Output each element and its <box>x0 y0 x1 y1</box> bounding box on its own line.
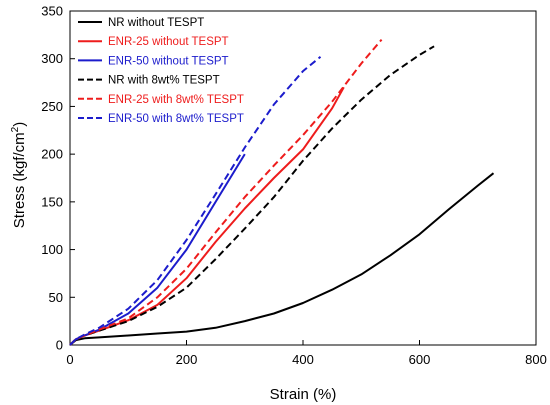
y-tick-label: 0 <box>56 338 63 353</box>
y-tick-label: 50 <box>49 290 63 305</box>
legend-label: NR with 8wt% TESPT <box>108 75 220 87</box>
series-line-enr-50-without-tespt <box>69 153 246 346</box>
y-tick-label: 350 <box>41 4 63 19</box>
legend: NR without TESPT ENR-25 without TESPT ENR-… <box>78 17 244 125</box>
y-axis-title-main: Stress (kgf/cm <box>11 132 28 228</box>
legend-label: ENR-50 with 8wt% TESPT <box>108 113 244 125</box>
y-tick-label: 250 <box>41 99 63 114</box>
legend-label: NR without TESPT <box>108 17 204 29</box>
x-axis-title: Strain (%) <box>270 386 337 403</box>
x-tick-label: 400 <box>292 352 314 367</box>
legend-label: ENR-25 with 8wt% TESPT <box>108 94 244 106</box>
series-lines <box>69 38 495 346</box>
x-tick-label: 600 <box>409 352 431 367</box>
series-line-nr-without-tespt <box>69 172 495 346</box>
y-axis-title: Stress (kgf/cm2) <box>10 122 28 228</box>
x-tick-label: 200 <box>176 352 198 367</box>
y-axis-title-superscript: 2 <box>10 126 21 132</box>
y-tick-label: 150 <box>41 194 63 209</box>
series-line-nr-with-8wtpct-tespt <box>69 45 435 346</box>
series-line-enr-25-with-8wtpct-tespt <box>69 38 383 346</box>
legend-label: ENR-50 without TESPT <box>108 55 229 67</box>
x-tick-label: 800 <box>525 352 547 367</box>
legend-label: ENR-25 without TESPT <box>108 36 229 48</box>
y-tick-label: 100 <box>41 242 63 257</box>
y-axis-title-end: ) <box>11 122 28 127</box>
y-tick-label: 200 <box>41 147 63 162</box>
axis-ticks: 0 200 400 600 800 0 50 100 150 200 250 300 350 <box>41 4 547 368</box>
y-tick-label: 300 <box>41 51 63 66</box>
x-tick-label: 0 <box>66 352 73 367</box>
series-line-enr-50-with-8wtpct-tespt <box>69 56 322 346</box>
